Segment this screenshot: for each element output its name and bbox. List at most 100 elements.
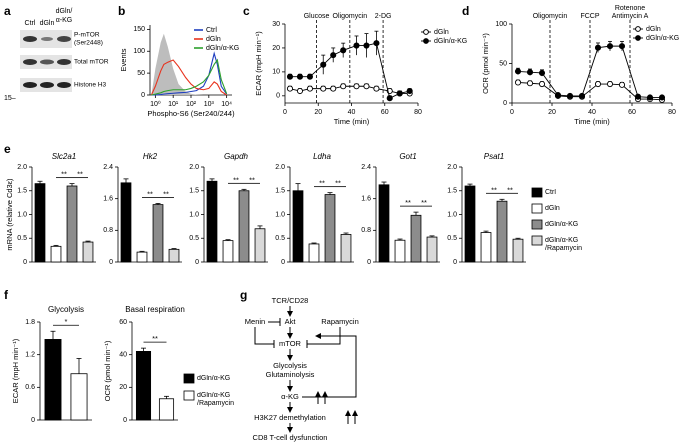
node: Glutaminolysis (266, 370, 315, 379)
data-point (514, 79, 522, 86)
data-point (646, 94, 654, 101)
data-point (396, 90, 403, 97)
bar (464, 185, 476, 263)
data-point (330, 52, 337, 59)
panel-label: e (4, 142, 11, 156)
y-tick-label: 0 (195, 259, 199, 266)
bar (120, 182, 132, 263)
x-tick-label: 40 (348, 109, 356, 116)
bar (254, 228, 266, 263)
injection-label: Oligomycin (333, 13, 368, 20)
node: H3K27 demethylation (254, 413, 326, 422)
y-tick-label: 1.6 (361, 196, 371, 203)
injection-label: Glucose (304, 13, 330, 20)
band (23, 36, 37, 42)
bar (512, 238, 524, 263)
y-tick-label: 100 (133, 48, 145, 55)
y-axis-label: OCR (pmol min⁻¹) (103, 340, 112, 401)
y-tick-label: 0 (31, 417, 35, 424)
data-point (340, 47, 347, 54)
data-point (554, 92, 562, 99)
data-point (286, 73, 294, 80)
y-tick-label: 0.8 (361, 227, 371, 234)
y-axis-label: Events (119, 48, 128, 71)
legend-label: dGln/α-KG /Rapamycin (197, 391, 234, 407)
x-axis-label: Phospho-S6 (Ser240/244) (147, 109, 235, 118)
y-tick-label: 50 (499, 60, 507, 67)
panel-label: c (243, 4, 250, 18)
significance-label: ** (319, 179, 325, 188)
legend-label: dGln/α-KG (434, 38, 467, 45)
bar (378, 184, 390, 263)
data-point (353, 42, 360, 49)
bar (44, 339, 62, 421)
legend-swatch (531, 203, 543, 214)
data-point (353, 83, 360, 90)
data-point (606, 80, 614, 88)
bar (50, 245, 62, 263)
legend-swatch (183, 373, 195, 384)
panel-label: a (4, 4, 11, 18)
band (23, 82, 37, 88)
y-tick-label: 0 (453, 259, 457, 266)
data-point (296, 73, 304, 80)
series-line (150, 59, 227, 96)
x-tick-label: 80 (414, 109, 422, 116)
data-point (386, 95, 393, 102)
y-axis-label: mRNA (relative Cd3ε) (5, 178, 14, 251)
legend-label: dGln/α-KG (545, 220, 579, 228)
bar (308, 243, 320, 263)
bar (426, 236, 438, 263)
bar (168, 248, 180, 263)
y-tick-label: 100 (495, 21, 507, 28)
node: CD8 T-cell dysfunction (253, 433, 328, 442)
y-tick-label: 0.8 (103, 227, 113, 234)
band (57, 59, 71, 65)
y-tick-label: 0 (141, 92, 145, 99)
data-point (594, 80, 602, 88)
x-tick-label: 10³ (204, 101, 215, 108)
y-tick-label: 50 (137, 70, 145, 77)
data-point (618, 81, 626, 88)
node: Glycolysis (273, 361, 307, 370)
band (40, 82, 54, 88)
y-tick-label: 0.5 (17, 235, 27, 242)
injection-label: Oligomycin (533, 13, 568, 20)
legend-label: dGln/α-KG (197, 374, 231, 382)
data-point (538, 69, 546, 77)
panel-label: b (118, 4, 125, 18)
blot-row-label: Histone H3 (74, 82, 107, 89)
y-tick-label: 0 (281, 259, 285, 266)
significance-label: ** (249, 175, 255, 184)
data-point (373, 85, 380, 92)
x-axis-label: Time (min) (334, 117, 370, 126)
blot-column-label: dGln/ (56, 8, 73, 15)
x-tick-label: 10² (186, 101, 197, 108)
y-tick-label: 2.0 (17, 164, 27, 171)
blot-column-label: dGln (40, 20, 55, 27)
bar (222, 240, 234, 263)
x-tick-label: 20 (548, 109, 556, 116)
bar (135, 350, 152, 421)
x-tick-label: 20 (314, 109, 322, 116)
significance-label: ** (77, 170, 83, 179)
feedback-arrow (302, 333, 357, 398)
chart-title: Gapdh (224, 152, 249, 161)
series-line (151, 51, 228, 96)
significance-label: ** (335, 179, 341, 188)
legend-label: Ctrl (206, 27, 217, 34)
y-tick-label: 0 (23, 259, 27, 266)
chart-title-box: Glycolysis (48, 305, 84, 314)
legend-swatch (531, 187, 543, 198)
chart-title-box: Basal respiration (125, 305, 185, 314)
y-tick-label: 30 (272, 21, 280, 28)
data-point (526, 69, 534, 76)
y-tick-label: 1.6 (103, 196, 113, 203)
legend-label: dGln/α-KG (646, 35, 679, 42)
legend-label: dGln (434, 29, 449, 36)
significance-label: ** (233, 175, 239, 184)
panel-label: g (240, 288, 247, 302)
legend-label-box: dGln/α-KG /Rapamycin (545, 237, 582, 252)
y-tick-label: 1.5 (17, 188, 27, 195)
x-axis-label: Time (min) (574, 117, 610, 126)
